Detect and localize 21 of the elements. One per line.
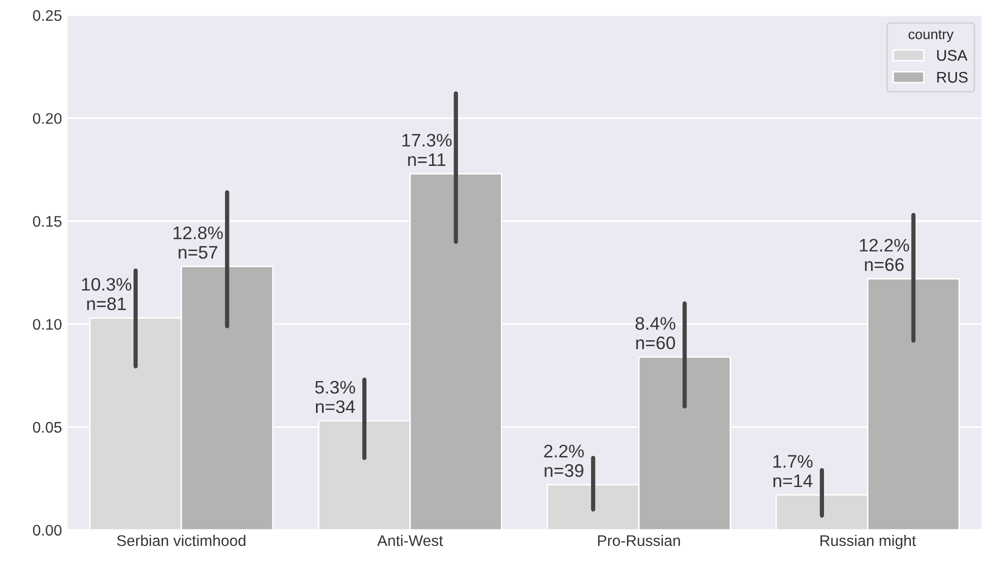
data-label: 10.3% n=81: [82, 278, 132, 310]
y-tick-label: 0.25: [32, 10, 62, 21]
y-tick-label: 0.05: [32, 422, 62, 433]
y-tick-label: 0.00: [32, 524, 62, 536]
data-label: 8.4% n=60: [636, 317, 676, 350]
legend-label: USA: [937, 50, 968, 61]
data-label: 5.3% n=34: [315, 380, 356, 414]
legend-title: country: [908, 30, 954, 42]
x-tick-label: Pro-Russian: [598, 534, 680, 546]
data-label: 12.2% n=66: [860, 238, 910, 272]
data-label: 2.2% n=39: [544, 444, 584, 477]
y-tick-label: 0.10: [32, 318, 62, 330]
data-label: 17.3% n=11: [402, 134, 452, 166]
y-tick-label: 0.20: [32, 113, 62, 124]
y-tick-label: 0.15: [32, 216, 62, 227]
data-label: 1.7% n=14: [773, 455, 813, 488]
x-tick-label: Anti-West: [377, 534, 443, 546]
data-label: 12.8% n=57: [174, 226, 223, 259]
legend-label: RUS: [937, 72, 968, 83]
x-tick-label: Russian might: [820, 534, 916, 550]
x-tick-label: Serbian victimhood: [117, 534, 246, 546]
